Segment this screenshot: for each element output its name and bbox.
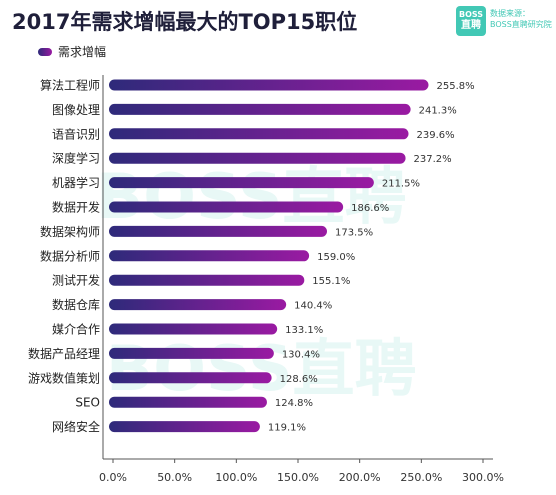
chart-legend: 需求增幅	[38, 43, 106, 60]
x-tick-label: 300.0%	[462, 471, 504, 484]
data-label: 124.8%	[275, 398, 313, 409]
data-label: 159.0%	[317, 252, 355, 263]
legend-swatch	[38, 47, 52, 56]
data-source-label: 数据来源：	[490, 9, 530, 18]
bar	[109, 347, 274, 359]
bar	[109, 225, 327, 237]
category-label: 网络安全	[52, 419, 100, 434]
bar	[109, 79, 429, 91]
bar	[109, 152, 406, 164]
category-label: 测试开发	[52, 273, 100, 288]
boss-logo: BOSS 直聘	[456, 6, 486, 36]
data-label: 239.6%	[417, 130, 455, 141]
data-label: 241.3%	[419, 105, 457, 116]
x-tick-label: 100.0%	[215, 471, 257, 484]
page-title: 2017年需求增幅最大的TOP15职位	[12, 10, 358, 34]
x-tick-label: 200.0%	[339, 471, 381, 484]
data-label: 255.8%	[436, 81, 474, 92]
category-label: 数据分析师	[40, 248, 100, 263]
category-label: 图像处理	[52, 103, 100, 117]
bar	[109, 128, 409, 140]
logo-text-bottom: 直聘	[461, 19, 481, 31]
x-tick-label: 50.0%	[157, 471, 192, 484]
category-label: 机器学习	[52, 175, 100, 190]
legend-label: 需求增幅	[58, 45, 107, 59]
data-label: 128.6%	[280, 374, 318, 385]
logo-text-top: BOSS	[458, 10, 484, 20]
category-label: 数据开发	[52, 200, 100, 215]
bar	[109, 421, 260, 433]
category-label: 算法工程师	[40, 78, 100, 93]
data-label: 211.5%	[382, 179, 420, 190]
bar	[109, 299, 287, 311]
data-source: 数据来源： BOSS直聘研究院	[490, 8, 556, 30]
category-label: 深度学习	[52, 151, 100, 166]
bar	[109, 323, 278, 335]
data-label: 237.2%	[414, 154, 452, 165]
data-label: 186.6%	[351, 203, 389, 214]
category-label: 语音识别	[52, 126, 100, 141]
bar	[109, 103, 411, 115]
category-label: 游戏数值策划	[28, 370, 100, 385]
data-label: 133.1%	[285, 325, 323, 336]
category-label: SEO	[75, 396, 100, 410]
data-source-value: BOSS直聘研究院	[490, 20, 552, 30]
data-label: 130.4%	[282, 349, 320, 360]
category-label: 数据架构师	[40, 224, 100, 239]
data-label: 173.5%	[335, 227, 373, 238]
x-tick-label: 250.0%	[400, 471, 442, 484]
category-label: 媒介合作	[52, 322, 100, 337]
data-label: 119.1%	[268, 423, 306, 434]
x-tick-label: 150.0%	[277, 471, 319, 484]
data-label: 155.1%	[312, 276, 350, 287]
category-label: 数据产品经理	[28, 346, 100, 361]
x-tick-label: 0.0%	[99, 471, 127, 484]
category-label: 数据仓库	[52, 297, 100, 312]
bar	[109, 177, 374, 189]
bar	[109, 372, 272, 384]
bar	[109, 396, 267, 408]
data-label: 140.4%	[294, 301, 332, 312]
bar	[109, 201, 344, 213]
bar	[109, 250, 310, 262]
bar	[109, 274, 305, 286]
